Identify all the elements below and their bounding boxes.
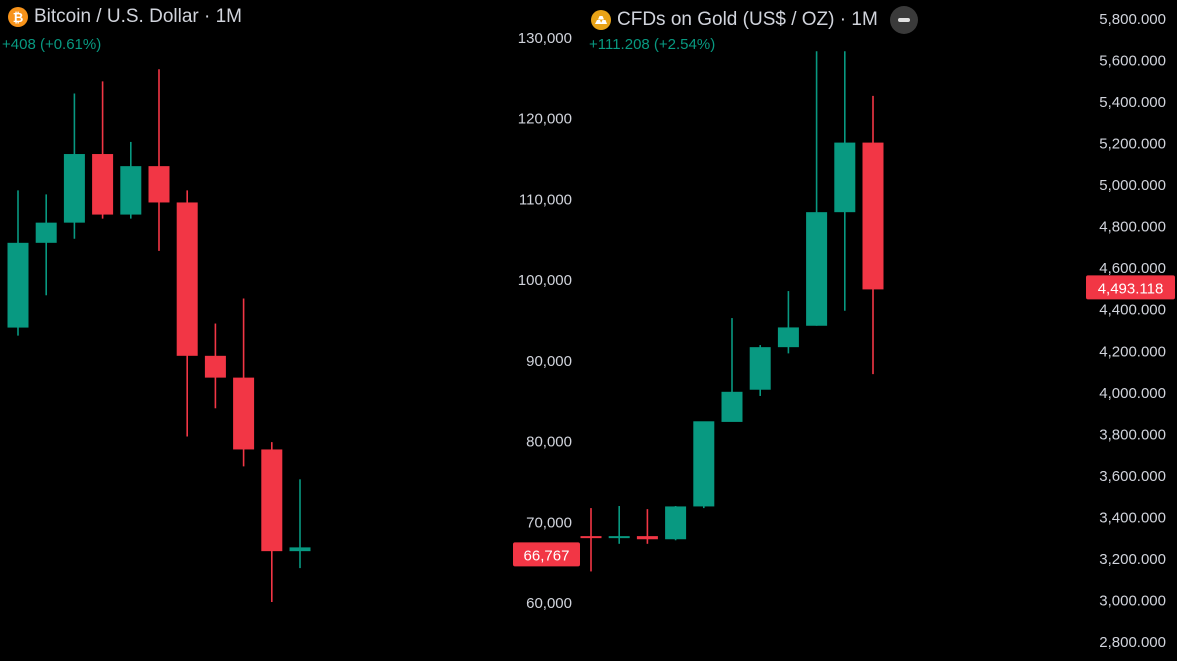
btc-axis-tick: 120,000 <box>518 111 572 128</box>
gold-legend[interactable]: CFDs on Gold (US$ / OZ) · 1M <box>591 6 918 34</box>
gold-price-axis: 2,800.000 3,000.000 3,200.000 3,400.000 3,60… <box>1099 11 1166 651</box>
gold-candle <box>777 327 799 348</box>
btc-candle <box>63 154 85 223</box>
minus-icon <box>897 18 910 22</box>
gold-last-price-bg <box>1086 275 1175 300</box>
btc-axis-tick: 80,000 <box>526 434 572 451</box>
gold-candle <box>806 212 828 326</box>
gold-axis-tick: 5,600.000 <box>1099 53 1166 70</box>
btc-change: +408 (+0.61%) <box>2 36 102 53</box>
gold-change: +111.208 (+2.54%) <box>589 36 716 53</box>
btc-change-row: +408 (+0.61%) <box>2 36 101 53</box>
btc-candle <box>92 154 114 215</box>
btc-axis-tick: 60,000 <box>526 595 572 612</box>
btc-last-price-tag: 66,767 <box>513 542 580 567</box>
btc-last-price: 66,767 <box>524 547 570 564</box>
btc-axis-tick: 90,000 <box>526 353 572 370</box>
gold-candles <box>580 51 884 572</box>
btc-axis-tick: 130,000 <box>518 30 572 47</box>
btc-axis-tick: 70,000 <box>526 514 572 531</box>
gold-axis-tick: 3,600.000 <box>1099 468 1166 485</box>
btc-candle <box>7 242 29 328</box>
btc-axis-tick: 110,000 <box>519 191 572 208</box>
btc-price-axis: 60,000 70,000 80,000 90,000 100,000 110,000 12… <box>518 30 572 612</box>
gold-axis-tick: 3,800.000 <box>1099 426 1166 443</box>
btc-candle <box>289 547 311 552</box>
gold-axis-tick: 3,200.000 <box>1099 551 1166 568</box>
btc-title: Bitcoin / U.S. Dollar · 1M <box>34 6 242 27</box>
btc-candle <box>35 222 57 243</box>
btc-candles <box>7 69 311 602</box>
gold-axis-tick: 4,600.000 <box>1099 260 1166 277</box>
gold-axis-tick: 3,400.000 <box>1099 509 1166 526</box>
gold-candle <box>665 506 687 540</box>
gold-axis-tick: 5,400.000 <box>1099 94 1166 111</box>
gold-last-price: 4,493.118 <box>1098 280 1164 297</box>
gold-axis-tick: 4,400.000 <box>1099 302 1166 319</box>
btc-axis-tick: 100,000 <box>518 272 572 289</box>
gold-axis-tick: 5,800.000 <box>1099 11 1166 28</box>
gold-axis-tick: 2,800.000 <box>1099 634 1166 651</box>
gold-axis-tick: 5,000.000 <box>1099 177 1166 194</box>
btc-candle <box>120 166 142 215</box>
btc-candle <box>176 202 198 356</box>
btc-candle <box>233 377 255 450</box>
bitcoin-icon: ₿ <box>8 7 28 27</box>
gold-axis-tick: 5,200.000 <box>1099 136 1166 153</box>
gold-change-row: +111.208 (+2.54%) <box>589 36 715 53</box>
gold-candle <box>580 536 602 539</box>
collapse-button[interactable] <box>889 6 918 34</box>
btc-candle <box>261 449 283 552</box>
gold-bars-icon <box>591 10 611 30</box>
gold-axis-tick: 4,200.000 <box>1099 343 1166 360</box>
gold-axis-tick: 4,000.000 <box>1099 385 1166 402</box>
gold-candle <box>749 347 771 390</box>
btc-legend[interactable]: ₿ Bitcoin / U.S. Dollar · 1M <box>8 6 242 28</box>
gold-candle <box>636 536 658 540</box>
btc-candle <box>148 166 170 203</box>
gold-candle <box>834 142 856 213</box>
gold-candle <box>693 421 715 507</box>
gold-last-price-tag: 4,493.118 <box>1086 275 1175 300</box>
gold-axis-tick: 4,800.000 <box>1099 219 1166 236</box>
btc-last-price-bg <box>513 542 580 567</box>
gold-candle <box>862 142 884 290</box>
gold-title: CFDs on Gold (US$ / OZ) · 1M <box>617 9 878 30</box>
btc-candle <box>204 355 226 378</box>
gold-candle <box>721 391 743 422</box>
gold-candle <box>608 536 630 539</box>
gold-axis-tick: 3,000.000 <box>1099 592 1166 609</box>
